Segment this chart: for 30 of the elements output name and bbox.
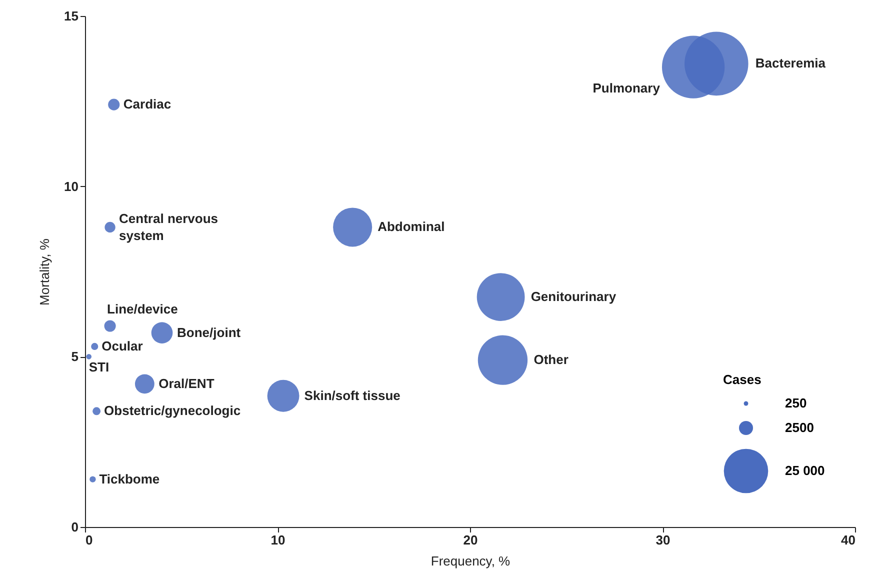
annotation: Central nervous system xyxy=(119,211,218,244)
annotation: STI xyxy=(88,360,110,375)
annotation: Bone/joint xyxy=(177,324,242,340)
legend-label: 25 000 xyxy=(785,463,825,478)
x-tick-label: 40 xyxy=(841,532,856,548)
legend-label: 2500 xyxy=(785,420,814,435)
y-tick-label: 10 xyxy=(64,178,78,194)
annotation: Obstetric/gynecologic xyxy=(104,403,241,418)
x-axis-title: Frequency, % xyxy=(430,554,511,568)
legend-title: Cases xyxy=(723,372,762,387)
y-tick-label: 5 xyxy=(71,349,78,364)
y-axis-title: Mortality, % xyxy=(37,238,52,306)
annotation: Oral/ENT xyxy=(158,376,214,391)
annotation: Bacteremia xyxy=(755,56,826,71)
x-tick-label: 10 xyxy=(270,532,286,548)
x-tick-label: 0 xyxy=(86,532,93,548)
y-tick-label: 15 xyxy=(64,8,78,24)
legend-label: 250 xyxy=(785,396,807,410)
annotation: Other xyxy=(534,352,568,368)
annotation: Line/device xyxy=(107,301,178,316)
annotation: Ocular xyxy=(102,338,143,354)
annotation: Abdominal xyxy=(378,219,445,234)
annotation: Cardiac xyxy=(123,96,172,112)
annotation: Genitourinary xyxy=(530,289,617,304)
annotation: Skin/soft tissue xyxy=(304,388,400,403)
annotation: Tickbome xyxy=(99,471,160,486)
x-tick-label: 20 xyxy=(463,532,478,548)
y-tick-label: 0 xyxy=(71,520,78,534)
x-tick-label: 30 xyxy=(656,532,670,548)
annotation: Pulmonary xyxy=(592,80,661,96)
